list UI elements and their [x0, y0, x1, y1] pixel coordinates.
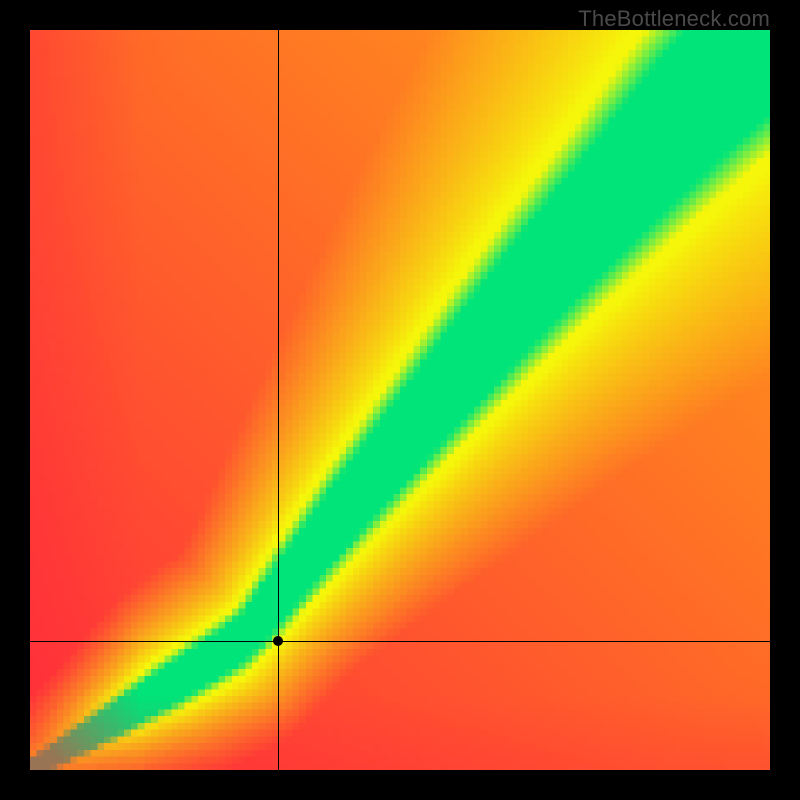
- chart-container: { "watermark": { "text": "TheBottleneck.…: [0, 0, 800, 800]
- watermark-text: TheBottleneck.com: [578, 6, 770, 32]
- crosshair-horizontal: [30, 641, 770, 642]
- crosshair-marker: [273, 636, 283, 646]
- bottleneck-heatmap: [30, 30, 770, 770]
- crosshair-vertical: [278, 30, 279, 770]
